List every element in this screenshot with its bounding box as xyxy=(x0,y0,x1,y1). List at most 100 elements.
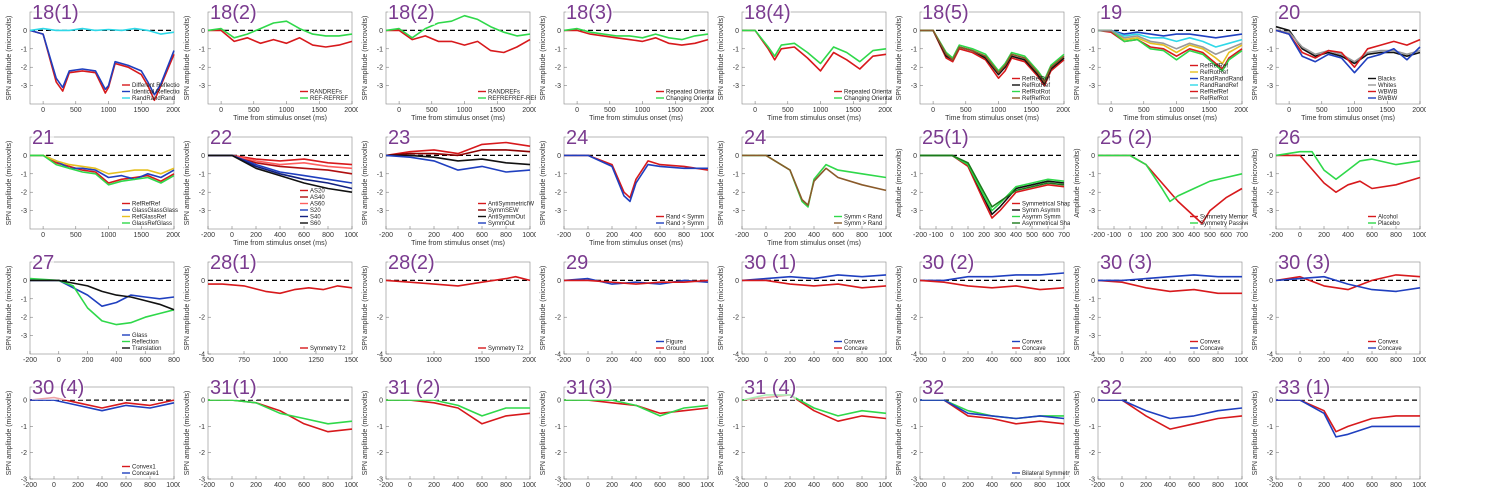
y-tick-label: -1 xyxy=(1089,46,1095,53)
plot-frame xyxy=(385,11,531,105)
y-tick-label: 0 xyxy=(1269,278,1273,285)
chart-svg: 0 -1 -2 -3-200 0 200 400 600 800 1000 SPN amplitud… xyxy=(1252,386,1426,489)
legend-entry: Reflection xyxy=(132,340,159,346)
panel-label: 30 (3) xyxy=(1278,254,1331,275)
plot-frame xyxy=(1275,136,1421,230)
y-tick-label: -1 xyxy=(21,46,27,53)
panel-label: 30 (4) xyxy=(32,379,85,400)
x-tick-label: 200 xyxy=(606,482,618,489)
y-tick-label: -1 xyxy=(733,171,739,178)
y-tick-label: 0 xyxy=(379,398,383,405)
x-tick-label: 0 xyxy=(942,482,946,489)
chart-panel: 25(1) 0 -1 -2 -3 -200 -100 0 100 200 300 400 500 600 7… xyxy=(894,129,1070,247)
series-line xyxy=(1276,399,1420,438)
series-line xyxy=(1098,274,1242,282)
y-tick-label: -3 xyxy=(377,83,383,90)
series-line xyxy=(29,277,175,326)
x-tick-label: 2000 xyxy=(166,107,180,114)
x-tick-label: 400 xyxy=(1342,357,1354,364)
y-tick-label: -1 xyxy=(377,171,383,178)
series-line xyxy=(385,154,531,173)
x-tick-label: 500 xyxy=(1204,232,1216,239)
y-tick-label: -1 xyxy=(1089,171,1095,178)
x-tick-label: 0 xyxy=(408,232,412,239)
x-tick-label: 1000 xyxy=(166,482,180,489)
legend-entry: Concave xyxy=(1022,346,1046,352)
x-tick-label: 400 xyxy=(452,232,464,239)
y-tick-label: 0 xyxy=(23,153,27,160)
panel-label: 18(2) xyxy=(210,4,257,25)
y-axis-label: SPN amplitude (microvolts) xyxy=(362,141,369,226)
x-tick-label: 0 xyxy=(230,482,234,489)
y-tick-label: -2 xyxy=(733,315,739,322)
y-tick-label: -3 xyxy=(911,208,917,215)
panel-label: 29 xyxy=(566,254,589,275)
y-tick-label: -2 xyxy=(377,190,383,197)
y-tick-label: -3 xyxy=(733,208,739,215)
legend-entry: AntiSymmetricIW xyxy=(488,202,534,208)
x-tick-label: 400 xyxy=(1010,232,1022,239)
x-tick-label: 400 xyxy=(986,357,998,364)
y-axis-label: SPN amplitude (microvolts) xyxy=(6,16,13,101)
chart-panel: 21 0 -1 -2 -3 0 500 1000 1500 2000 SPN amplitude (… xyxy=(4,129,180,247)
x-axis-label: Time from stimulus onset (ms) xyxy=(1301,115,1395,122)
legend-entry: Convex xyxy=(1022,340,1042,346)
x-tick-label: 1500 xyxy=(667,107,683,114)
x-tick-label: 1000 xyxy=(1412,357,1426,364)
y-axis-label: SPN amplitude (microvolts) xyxy=(718,266,725,351)
legend-entry: Alcohol xyxy=(1378,215,1398,221)
y-tick-label: 0 xyxy=(1269,28,1273,35)
x-tick-label: 800 xyxy=(168,357,180,364)
x-tick-label: 2000 xyxy=(700,107,714,114)
chart-panel: 20 0 -1 -2 -3 0 500 1000 1500 2000 Time from stimu… xyxy=(1250,4,1426,122)
x-tick-label: 1000 xyxy=(457,107,473,114)
x-tick-label: 1500 xyxy=(311,107,327,114)
y-tick-label: 0 xyxy=(23,398,27,405)
x-tick-label: 200 xyxy=(250,482,262,489)
plot-frame xyxy=(741,11,887,105)
legend-entry: GlassRefGlass xyxy=(132,221,172,227)
x-tick-label: 1000 xyxy=(279,107,295,114)
series-line xyxy=(1098,154,1243,203)
series-line xyxy=(920,272,1065,282)
chart-svg: 0 -2 -4-200 0 200 400 600 800 1000 SPN amplitude … xyxy=(718,261,892,364)
y-tick-label: 0 xyxy=(735,153,739,160)
x-tick-label: 200 xyxy=(978,232,990,239)
x-tick-label: 1000 xyxy=(1347,107,1363,114)
y-tick-label: -3 xyxy=(1089,477,1095,484)
series-line xyxy=(741,274,887,282)
panel-label: 25 (2) xyxy=(1100,129,1153,150)
y-tick-label: 0 xyxy=(1091,398,1095,405)
chart-svg: 0 -1 -2 -3 -200 0 200 400 600 800 1000 Time from st… xyxy=(362,136,536,247)
legend-entry: Whites xyxy=(1378,83,1396,89)
x-tick-label: 1000 xyxy=(426,357,442,364)
y-tick-label: -3 xyxy=(911,477,917,484)
y-tick-label: -1 xyxy=(1267,171,1273,178)
series-line xyxy=(385,275,531,287)
x-tick-label: 400 xyxy=(96,482,108,489)
series-line xyxy=(30,279,175,308)
y-axis-label: SPN amplitude (microvolts) xyxy=(718,391,725,476)
x-axis-label: Time from stimulus onset (ms) xyxy=(233,240,327,247)
y-tick-label: 0 xyxy=(557,28,561,35)
y-tick-label: -4 xyxy=(733,352,739,359)
series-line xyxy=(1275,29,1421,69)
panel-label: 30 (2) xyxy=(922,254,975,275)
legend-entry: S20 xyxy=(310,208,321,214)
x-tick-label: 600 xyxy=(1188,357,1200,364)
x-tick-label: -100 xyxy=(929,232,943,239)
x-tick-label: 300 xyxy=(1172,232,1184,239)
y-tick-label: 0 xyxy=(1091,278,1095,285)
x-tick-label: 1500 xyxy=(133,232,149,239)
x-tick-label: 1000 xyxy=(635,107,651,114)
x-tick-label: -200 xyxy=(557,357,571,364)
y-tick-label: 0 xyxy=(913,278,917,285)
legend-entry: Asymm Symm xyxy=(1022,215,1061,221)
legend-entry: Identical Reflections xyxy=(132,90,180,96)
legend-entry: Translation xyxy=(132,346,161,352)
x-tick-label: 200 xyxy=(1318,482,1330,489)
x-tick-label: 800 xyxy=(1212,482,1224,489)
legend-entry: Symmetrical Shapes xyxy=(1022,202,1070,208)
x-tick-label: 1000 xyxy=(344,482,358,489)
legend-entry: RANDREFs xyxy=(488,90,520,96)
